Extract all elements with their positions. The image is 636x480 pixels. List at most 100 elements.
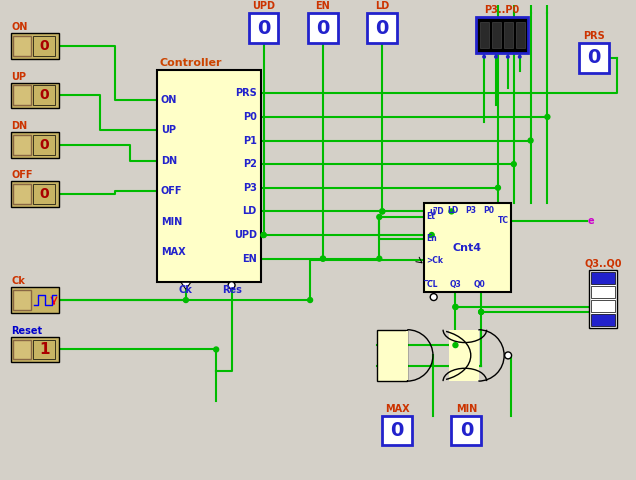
Text: 1: 1: [39, 342, 50, 357]
Text: DN: DN: [161, 156, 177, 166]
Text: 0: 0: [391, 421, 404, 440]
Bar: [368, 13, 397, 43]
Bar: [11, 83, 59, 108]
Bar: [478, 331, 480, 380]
Bar: [33, 135, 55, 155]
Circle shape: [453, 304, 458, 310]
Bar: [11, 132, 59, 157]
Bar: [406, 331, 408, 380]
Circle shape: [429, 232, 434, 238]
Circle shape: [380, 209, 385, 214]
Text: MIN: MIN: [455, 404, 477, 414]
Text: En: En: [425, 234, 436, 243]
Text: ON: ON: [11, 22, 28, 32]
Text: Q3: Q3: [450, 280, 461, 289]
Text: EN: EN: [315, 1, 330, 12]
Bar: [504, 22, 513, 48]
Circle shape: [494, 55, 498, 59]
Text: e: e: [588, 216, 595, 226]
Text: TC: TC: [498, 216, 509, 226]
Bar: [11, 181, 59, 207]
Text: Q3..Q0: Q3..Q0: [584, 258, 621, 268]
Text: MIN: MIN: [161, 216, 182, 227]
Circle shape: [214, 347, 219, 352]
Text: PRS: PRS: [583, 31, 605, 41]
Text: EN: EN: [242, 253, 257, 264]
Bar: [589, 270, 617, 328]
Text: UPD: UPD: [252, 1, 275, 12]
Text: ON: ON: [161, 95, 177, 105]
Circle shape: [380, 209, 385, 214]
Circle shape: [377, 215, 382, 219]
Bar: [157, 70, 261, 282]
Bar: [13, 135, 31, 155]
Text: P3: P3: [466, 206, 476, 215]
Circle shape: [495, 185, 501, 190]
Bar: [516, 22, 525, 48]
Text: LD: LD: [375, 1, 389, 12]
Text: OFF: OFF: [11, 170, 33, 180]
Circle shape: [453, 343, 458, 348]
Text: 0: 0: [316, 19, 329, 37]
Text: Reset: Reset: [11, 325, 43, 336]
Circle shape: [545, 114, 550, 120]
Bar: [591, 286, 614, 298]
Bar: [33, 339, 55, 360]
Circle shape: [261, 232, 266, 238]
Circle shape: [261, 232, 266, 238]
Circle shape: [453, 304, 458, 310]
Bar: [308, 13, 338, 43]
Circle shape: [228, 282, 235, 288]
Circle shape: [518, 55, 522, 59]
Bar: [33, 85, 55, 105]
Circle shape: [528, 138, 533, 143]
Bar: [11, 287, 59, 313]
Text: 0: 0: [39, 187, 49, 201]
Bar: [476, 17, 528, 53]
Bar: [13, 184, 31, 204]
Bar: [377, 330, 407, 381]
Circle shape: [449, 209, 454, 214]
Circle shape: [430, 294, 437, 300]
Bar: [249, 13, 279, 43]
Bar: [424, 203, 511, 292]
Text: 0: 0: [376, 19, 389, 37]
Text: UPD: UPD: [233, 230, 257, 240]
Bar: [492, 22, 501, 48]
Text: P3: P3: [243, 183, 257, 193]
Text: P0: P0: [483, 206, 494, 215]
Bar: [11, 336, 59, 362]
Bar: [591, 314, 614, 326]
Text: ̅C̅L: ̅C̅L: [428, 280, 438, 289]
Circle shape: [183, 298, 188, 302]
Text: MAX: MAX: [161, 247, 186, 257]
Text: LD: LD: [242, 206, 257, 216]
Bar: [579, 43, 609, 72]
Text: Ck: Ck: [179, 285, 193, 295]
Text: P2: P2: [243, 159, 257, 169]
Bar: [13, 85, 31, 105]
Bar: [13, 290, 31, 310]
Text: Res: Res: [221, 285, 242, 295]
Bar: [11, 33, 59, 59]
Text: Controller: Controller: [160, 58, 223, 68]
Text: 0: 0: [39, 88, 49, 102]
Text: Et: Et: [425, 213, 434, 221]
Bar: [13, 339, 31, 360]
Text: Cnt4: Cnt4: [453, 242, 482, 252]
Circle shape: [504, 352, 511, 359]
Circle shape: [479, 310, 483, 314]
Bar: [448, 330, 478, 381]
Bar: [591, 300, 614, 312]
Text: 0: 0: [587, 48, 600, 67]
Text: OFF: OFF: [161, 186, 183, 196]
Text: P1: P1: [243, 135, 257, 145]
Text: u/̅D: u/̅D: [430, 206, 445, 215]
Bar: [382, 416, 412, 445]
Text: UP: UP: [11, 72, 27, 82]
Bar: [13, 36, 31, 56]
Circle shape: [377, 256, 382, 261]
Bar: [591, 272, 614, 284]
Bar: [33, 184, 55, 204]
Circle shape: [511, 162, 516, 167]
